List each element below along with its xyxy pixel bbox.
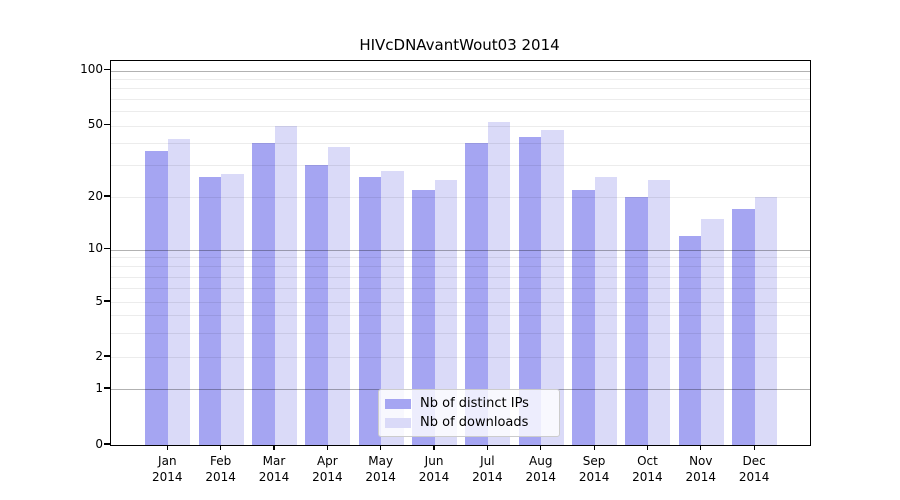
y-tick-label-20: 20 [87, 188, 103, 203]
grid-layer [111, 61, 810, 445]
y-tick-label-0: 0 [95, 436, 103, 451]
bar-distinct-ips-jan [145, 151, 168, 445]
y-tick-mark-1 [104, 387, 110, 389]
bar-downloads-sep [594, 176, 618, 445]
legend-label-distinct-ips: Nb of distinct IPs [420, 396, 529, 411]
x-tick-label-feb: Feb 2014 [205, 454, 236, 484]
x-tick-label-may: May 2014 [365, 454, 396, 484]
bar-downloads-dec [754, 197, 778, 445]
y-tick-label-100: 100 [80, 62, 103, 76]
bar-distinct-ips-feb [198, 176, 222, 445]
x-tick-mark-sep [593, 445, 595, 450]
y-tick-mark-5 [104, 300, 110, 302]
legend-swatch-downloads [385, 417, 411, 428]
x-tick-label-jan: Jan 2014 [152, 454, 183, 484]
x-tick-label-jul: Jul 2014 [472, 454, 503, 484]
gridline-80 [111, 88, 810, 90]
x-tick-mark-feb [220, 445, 222, 450]
gridline-70 [111, 98, 810, 100]
gridline-7 [111, 276, 810, 278]
bar-distinct-ips-mar [252, 142, 275, 445]
gridline-4 [111, 315, 810, 317]
y-tick-mark-20 [104, 195, 110, 197]
x-tick-mark-mar [273, 445, 275, 450]
x-tick-label-dec: Dec 2014 [738, 454, 770, 484]
y-tick-mark-100 [104, 68, 110, 71]
bar-downloads-mar [274, 125, 297, 445]
bar-downloads-jan [167, 139, 191, 445]
gridline-100 [111, 70, 810, 72]
x-tick-label-apr: Apr 2014 [312, 454, 343, 484]
x-tick-mark-aug [540, 445, 542, 450]
gridline-8 [111, 266, 810, 268]
x-tick-label-oct: Oct 2014 [632, 454, 663, 484]
gridline-6 [111, 288, 810, 290]
gridline-50 [111, 125, 810, 127]
gridline-90 [111, 78, 810, 80]
x-tick-label-mar: Mar 2014 [258, 454, 290, 484]
gridline-30 [111, 165, 810, 167]
x-tick-mark-jun [433, 445, 435, 450]
bar-distinct-ips-apr [305, 165, 328, 445]
bar-distinct-ips-oct [625, 197, 648, 445]
bar-downloads-feb [221, 173, 244, 445]
x-tick-mark-oct [646, 445, 649, 450]
gridline-60 [111, 111, 810, 113]
bar-distinct-ips-nov [678, 235, 702, 445]
gridline-2 [111, 357, 810, 358]
y-tick-mark-50 [104, 123, 110, 126]
x-tick-label-jun: Jun 2014 [418, 454, 450, 484]
gridline-9 [111, 257, 810, 259]
legend-label-downloads: Nb of downloads [420, 415, 529, 430]
y-tick-label-5: 5 [95, 293, 103, 308]
x-tick-mark-dec [753, 445, 755, 450]
bar-distinct-ips-dec [732, 209, 755, 445]
legend-swatch-distinct-ips [385, 398, 411, 409]
bar-downloads-nov [701, 218, 724, 445]
y-tick-label-50: 50 [87, 117, 103, 131]
x-tick-mark-nov [700, 445, 702, 450]
y-tick-mark-2 [104, 355, 110, 357]
bar-downloads-apr [327, 146, 351, 445]
x-tick-label-nov: Nov 2014 [685, 454, 717, 484]
x-tick-mark-jan [166, 445, 168, 450]
y-tick-mark-0 [104, 443, 110, 445]
gridline-20 [111, 197, 810, 198]
x-tick-mark-apr [326, 445, 328, 450]
legend: Nb of distinct IPs Nb of downloads [378, 389, 560, 437]
y-tick-label-1: 1 [95, 380, 103, 395]
legend-item-downloads: Nb of downloads [385, 415, 553, 430]
gridline-40 [111, 142, 810, 144]
gridline-5 [111, 302, 810, 303]
x-tick-mark-may [380, 445, 382, 450]
legend-item-distinct-ips: Nb of distinct IPs [385, 396, 553, 411]
x-tick-mark-jul [486, 445, 488, 450]
y-tick-label-2: 2 [95, 348, 103, 363]
x-tick-label-sep: Sep 2014 [578, 454, 610, 484]
y-tick-label-10: 10 [87, 241, 103, 255]
bar-downloads-oct [647, 179, 671, 445]
chart-title: HIVcDNAvantWout03 2014 [359, 36, 560, 54]
gridline-3 [111, 332, 810, 334]
bar-distinct-ips-sep [572, 189, 595, 445]
bars-layer [111, 61, 810, 445]
gridline-10 [111, 249, 810, 251]
y-tick-mark-10 [104, 247, 110, 250]
x-tick-label-aug: Aug 2014 [525, 454, 557, 484]
